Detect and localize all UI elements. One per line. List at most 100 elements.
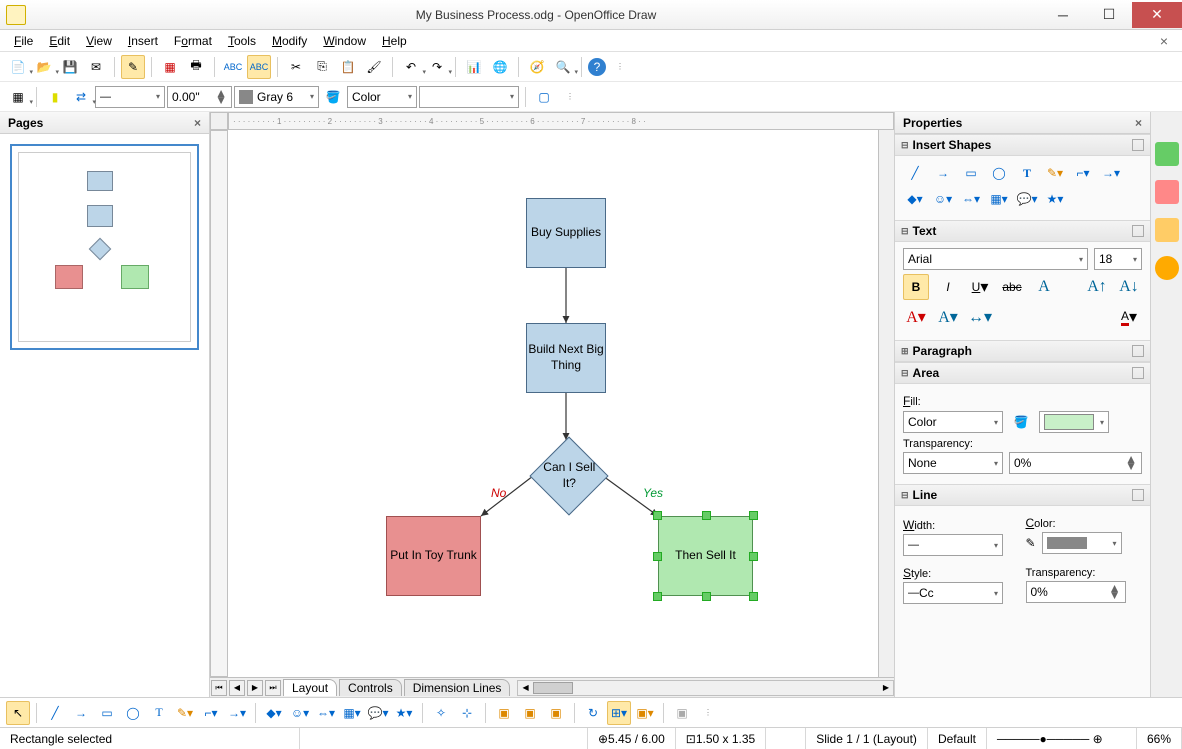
fill-mode-combo[interactable]: Color▾ xyxy=(903,411,1003,433)
extrusion-tool[interactable]: ▣ xyxy=(670,701,694,725)
arrow-style-button[interactable]: ⇄▾ xyxy=(69,85,93,109)
sidebar-styles-icon[interactable] xyxy=(1155,180,1179,204)
redo-button[interactable]: ↷▾ xyxy=(425,55,449,79)
sidebar-gallery-icon[interactable] xyxy=(1155,218,1179,242)
selection-handle[interactable] xyxy=(653,592,662,601)
bold-button[interactable]: B xyxy=(903,274,929,300)
styles-button[interactable]: ▦▾ xyxy=(6,85,30,109)
navigator-button[interactable]: 🧭 xyxy=(525,55,549,79)
menu-window[interactable]: Window xyxy=(317,32,372,50)
line-color-combo-prop[interactable]: ▾ xyxy=(1042,532,1122,554)
gluepoints-tool[interactable]: ⊹ xyxy=(455,701,479,725)
line-style-combo[interactable]: — ▾ xyxy=(95,86,165,108)
selection-handle[interactable] xyxy=(749,552,758,561)
fill-color-combo[interactable]: ▾ xyxy=(1039,411,1109,433)
shape-callout[interactable]: 💬▾ xyxy=(1015,188,1039,210)
selection-handle[interactable] xyxy=(749,592,758,601)
menu-help[interactable]: Help xyxy=(376,32,413,50)
line-color-combo[interactable]: Gray 6▾ xyxy=(234,86,319,108)
document-close-button[interactable]: × xyxy=(1154,33,1174,49)
selection-handle[interactable] xyxy=(702,592,711,601)
section-insert-shapes[interactable]: ⊟Insert Shapes xyxy=(895,134,1150,156)
gallery-tool[interactable]: ▣ xyxy=(544,701,568,725)
shape-basic[interactable]: ◆▾ xyxy=(903,188,927,210)
save-button[interactable]: 💾 xyxy=(58,55,82,79)
rect-tool[interactable]: ▭ xyxy=(95,701,119,725)
menu-view[interactable]: View xyxy=(80,32,118,50)
export-pdf-button[interactable]: ▦ xyxy=(158,55,182,79)
flowchart-node-trunk[interactable]: Put In Toy Trunk xyxy=(386,516,481,596)
menu-tools[interactable]: Tools xyxy=(222,32,262,50)
page-thumbnail[interactable] xyxy=(10,144,199,350)
paste-button[interactable]: 📋 xyxy=(336,55,360,79)
drawing-toolbar-overflow[interactable]: ⋮ xyxy=(696,701,720,725)
area-fill-combo[interactable]: Color▾ xyxy=(347,86,417,108)
highlight-color-button[interactable]: A▾ xyxy=(935,304,961,330)
basic-shapes-tool[interactable]: ◆▾ xyxy=(262,701,286,725)
shape-connector[interactable]: ⌐▾ xyxy=(1071,162,1095,184)
fill-bucket-icon[interactable]: 🪣 xyxy=(1009,410,1033,434)
font-grow-button[interactable]: A↑ xyxy=(1084,274,1110,300)
shape-curve[interactable]: ✎▾ xyxy=(1043,162,1067,184)
block-arrows-tool[interactable]: ⇔▾ xyxy=(314,701,338,725)
alignment-tool[interactable]: ⊞▾ xyxy=(607,701,631,725)
arrange-tool[interactable]: ▣▾ xyxy=(633,701,657,725)
email-button[interactable]: ✉ xyxy=(84,55,108,79)
spellcheck-button[interactable]: ABC xyxy=(221,55,245,79)
select-tool[interactable]: ↖ xyxy=(6,701,30,725)
shadow-text-button[interactable]: A xyxy=(1031,274,1057,300)
lines-tool[interactable]: →▾ xyxy=(225,701,249,725)
menu-modify[interactable]: Modify xyxy=(266,32,313,50)
flowchart-node-buy[interactable]: Buy Supplies xyxy=(526,198,606,268)
status-zoom[interactable]: 66% xyxy=(1137,728,1182,749)
hyperlink-button[interactable]: 🌐 xyxy=(488,55,512,79)
new-doc-button[interactable]: 📄▾ xyxy=(6,55,30,79)
from-file-tool[interactable]: ▣ xyxy=(518,701,542,725)
connector-tool[interactable]: ⌐▾ xyxy=(199,701,223,725)
tab-controls[interactable]: Controls xyxy=(339,679,402,696)
tab-layout[interactable]: Layout xyxy=(283,679,337,696)
highlight-button[interactable]: ▮ xyxy=(43,85,67,109)
shape-symbol[interactable]: ☺▾ xyxy=(931,188,955,210)
strikethrough-button[interactable]: abc xyxy=(999,274,1025,300)
pages-panel-close[interactable]: × xyxy=(194,116,201,130)
transparency-value-spinner[interactable]: 0%▲▼ xyxy=(1009,452,1142,474)
section-text[interactable]: ⊟Text xyxy=(895,220,1150,242)
copy-button[interactable]: ⎘ xyxy=(310,55,334,79)
menu-file[interactable]: File xyxy=(8,32,39,50)
scrollbar-horizontal[interactable]: ◀▶ xyxy=(517,680,894,696)
tab-nav-last[interactable]: ⏭ xyxy=(265,680,281,696)
curve-tool[interactable]: ✎▾ xyxy=(173,701,197,725)
zoom-button[interactable]: 🔍▾ xyxy=(551,55,575,79)
flowchart-node-then[interactable]: Then Sell It xyxy=(658,516,753,596)
scrollbar-vertical[interactable] xyxy=(878,130,894,677)
sidebar-properties-icon[interactable] xyxy=(1155,142,1179,166)
line-width-combo[interactable]: — ▾ xyxy=(903,534,1003,556)
open-button[interactable]: 📂▾ xyxy=(32,55,56,79)
status-style[interactable]: Default xyxy=(928,728,987,749)
italic-button[interactable]: I xyxy=(935,274,961,300)
shape-arrow[interactable]: → xyxy=(931,162,955,184)
section-paragraph[interactable]: ⊞Paragraph xyxy=(895,340,1150,362)
shape-line[interactable]: ╱ xyxy=(903,162,927,184)
undo-button[interactable]: ↶▾ xyxy=(399,55,423,79)
chart-button[interactable]: 📊 xyxy=(462,55,486,79)
rotate-tool[interactable]: ↻ xyxy=(581,701,605,725)
auto-spellcheck-button[interactable]: ABC xyxy=(247,55,271,79)
section-line[interactable]: ⊟Line xyxy=(895,484,1150,506)
flowchart-tool[interactable]: ▦▾ xyxy=(340,701,364,725)
properties-close[interactable]: × xyxy=(1135,116,1142,130)
shape-line-arrow[interactable]: →▾ xyxy=(1099,162,1123,184)
ellipse-tool[interactable]: ◯ xyxy=(121,701,145,725)
star-tool[interactable]: ★▾ xyxy=(392,701,416,725)
line-width-spinner[interactable]: 0.00"▲▼ xyxy=(167,86,232,108)
shape-star[interactable]: ★▾ xyxy=(1043,188,1067,210)
transparency-mode-combo[interactable]: None▾ xyxy=(903,452,1003,474)
fontwork-tool[interactable]: ▣ xyxy=(492,701,516,725)
line-transparency-spinner[interactable]: 0%▲▼ xyxy=(1026,581,1126,603)
toolbar-overflow[interactable]: ⋮ xyxy=(608,55,632,79)
char-spacing-button[interactable]: ↔▾ xyxy=(967,304,993,330)
zoom-slider[interactable]: ─────●───── ⊕ xyxy=(987,728,1137,749)
close-button[interactable]: ✕ xyxy=(1132,2,1182,28)
edit-mode-button[interactable]: ✎ xyxy=(121,55,145,79)
